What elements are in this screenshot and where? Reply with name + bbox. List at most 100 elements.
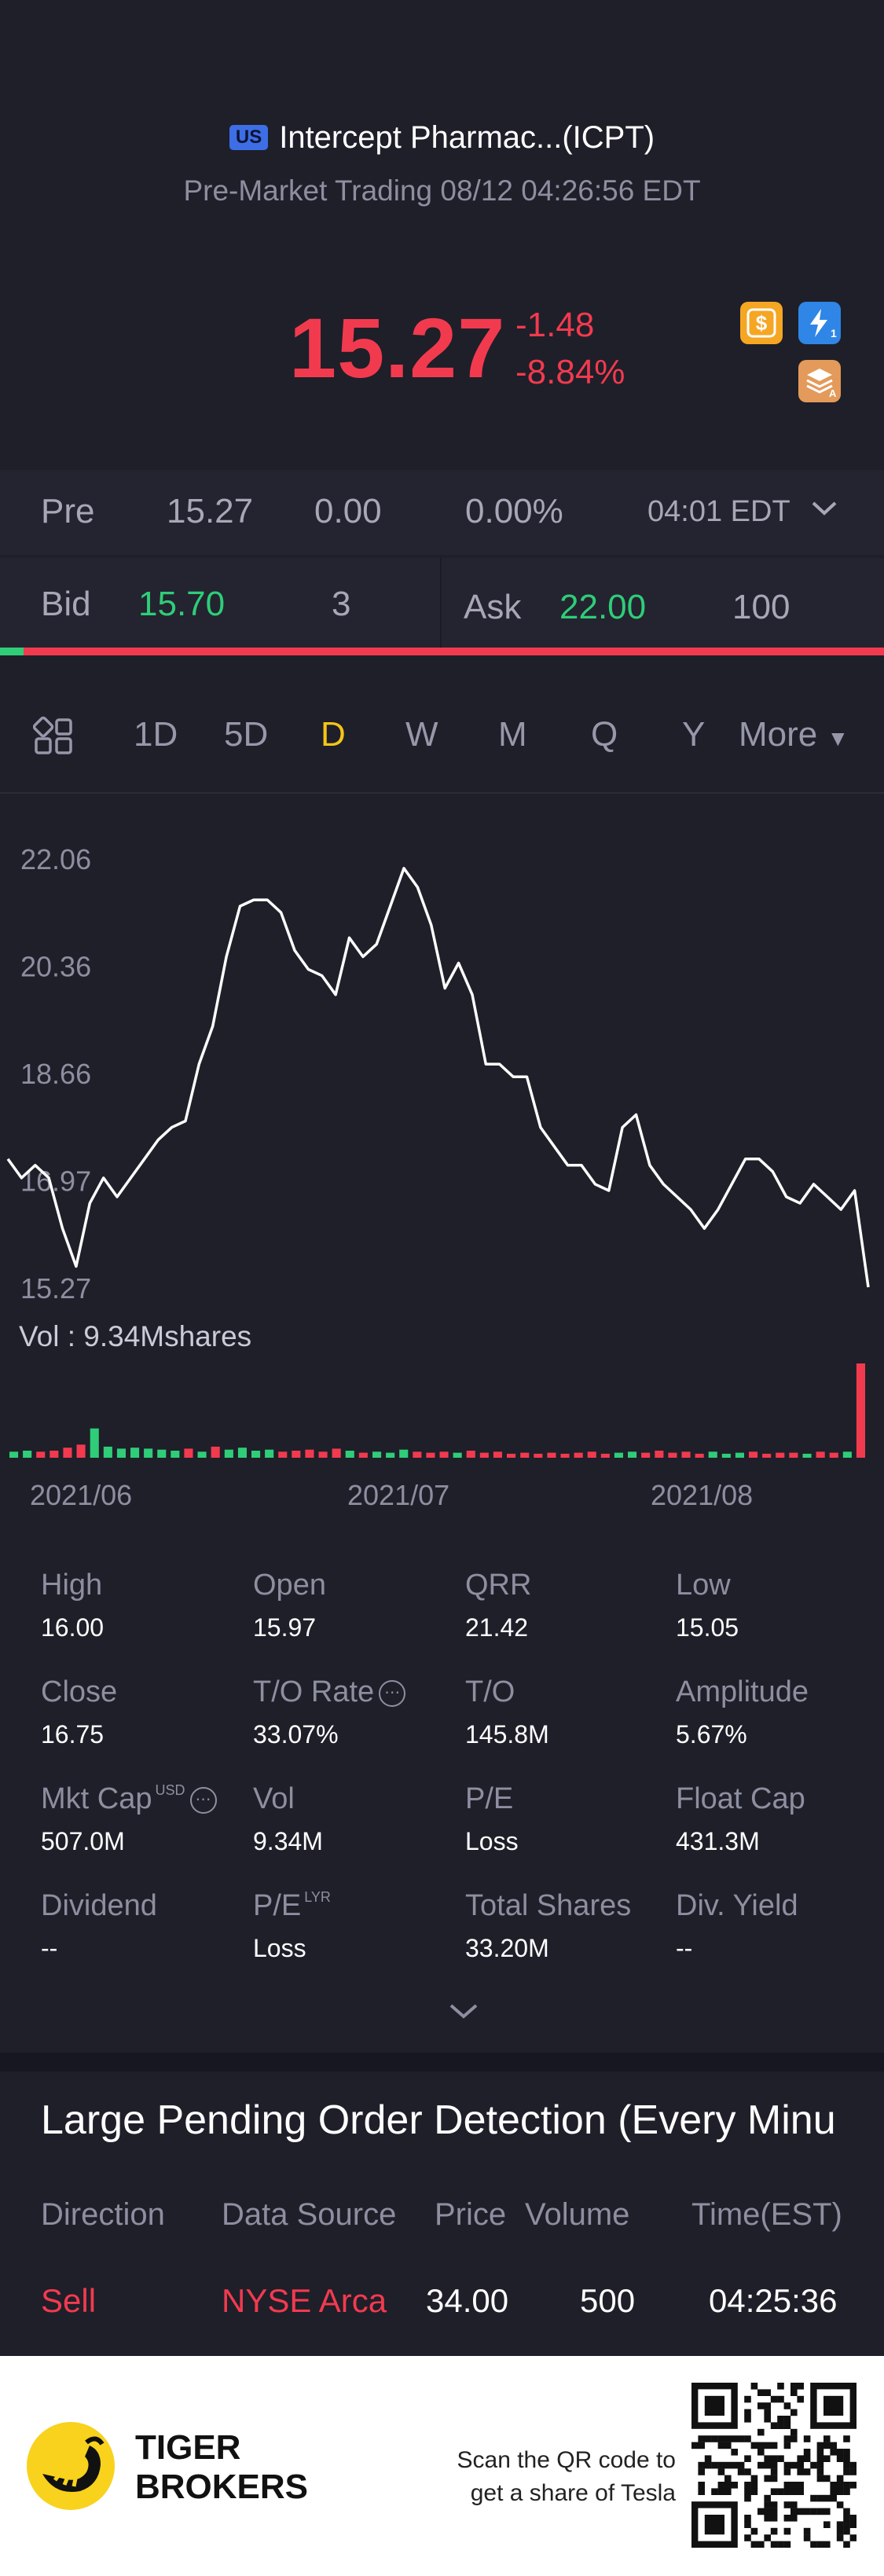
volume-bar xyxy=(50,1451,59,1458)
stat-value: 145.8M xyxy=(465,1720,549,1749)
promo-line-2: get a share of Tesla xyxy=(470,2480,676,2506)
volume-bar xyxy=(157,1449,167,1458)
y-tick-label: 16.97 xyxy=(20,1165,91,1198)
pre-change-pct: 0.00% xyxy=(465,492,563,530)
volume-bar xyxy=(762,1453,772,1458)
volume-bar xyxy=(103,1446,112,1458)
bid-size: 3 xyxy=(332,585,351,623)
stat-cell: QRR 21.42 xyxy=(465,1569,531,1642)
row-volume: 500 xyxy=(580,2282,636,2319)
stat-value: -- xyxy=(41,1934,58,1962)
volume-bar xyxy=(36,1451,46,1458)
volume-bar xyxy=(413,1451,422,1458)
expand-chevron-icon[interactable] xyxy=(448,2001,479,2023)
stat-value: Loss xyxy=(465,1827,519,1855)
volume-bar xyxy=(439,1451,449,1458)
volume-bar xyxy=(426,1452,435,1458)
stat-value: 16.75 xyxy=(41,1720,105,1749)
volume-bar xyxy=(856,1363,865,1458)
stat-cell: Low 15.05 xyxy=(676,1569,739,1642)
stat-label: Float Cap xyxy=(676,1782,805,1815)
lightning-icon[interactable]: 1 xyxy=(798,302,841,344)
tab-d[interactable]: D xyxy=(321,715,346,754)
volume-bar xyxy=(116,1448,126,1458)
promo-footer: TIGER BROKERS Scan the QR code to get a … xyxy=(0,2356,884,2576)
bid-ask-row: Bid 15.70 3 Ask 22.00 100 xyxy=(0,558,884,648)
bid-ask-divider xyxy=(440,558,442,648)
volume-bar xyxy=(574,1452,583,1458)
pre-time: 04:01 EDT xyxy=(647,495,790,528)
volume-bar xyxy=(292,1451,301,1458)
stat-label: Vol xyxy=(253,1782,295,1815)
tab-y[interactable]: Y xyxy=(682,715,706,754)
volume-bar xyxy=(534,1453,543,1458)
volume-bar xyxy=(130,1448,140,1458)
stats-grid: High 16.00 Open 15.97 QRR 21.42 Low 15.05 Close 1… xyxy=(0,1540,884,2051)
tab-1d[interactable]: 1D xyxy=(134,715,178,754)
stat-label: Dividend xyxy=(41,1889,157,1922)
price-chart[interactable]: 22.06 20.36 18.66 16.97 15.27 Vol : 9.34Msha… xyxy=(0,794,884,1532)
svg-text:1: 1 xyxy=(831,327,837,339)
volume-bar xyxy=(842,1451,852,1458)
stat-label: Open xyxy=(253,1569,326,1602)
stat-cell: Div. Yield -- xyxy=(676,1889,798,1963)
tab-q[interactable]: Q xyxy=(591,715,618,754)
stat-label: P/E xyxy=(465,1782,514,1815)
x-tick-label: 2021/08 xyxy=(651,1479,753,1511)
pre-market-row[interactable]: Pre 15.27 0.00 0.00% 04:01 EDT xyxy=(0,470,884,555)
info-icon[interactable]: ⋯ xyxy=(379,1679,406,1707)
tiger-logo-icon xyxy=(27,2422,115,2510)
ask-label: Ask xyxy=(464,588,522,626)
x-tick-label: 2021/07 xyxy=(347,1479,449,1511)
volume-bar xyxy=(520,1452,530,1458)
volume-bar xyxy=(600,1453,610,1458)
layers-icon[interactable]: A xyxy=(798,360,841,402)
volume-bar xyxy=(90,1428,99,1458)
stat-cell: Dividend -- xyxy=(41,1889,157,1963)
y-tick-label: 22.06 xyxy=(20,843,91,875)
pending-order-title: Large Pending Order Detection (Every Min… xyxy=(41,2097,836,2143)
dollar-icon[interactable]: $ xyxy=(740,302,783,344)
stat-label: Total Shares xyxy=(465,1889,632,1922)
tab-m[interactable]: M xyxy=(498,715,527,754)
volume-bar xyxy=(614,1452,623,1458)
volume-bar xyxy=(305,1449,314,1458)
stat-superscript: LYR xyxy=(304,1889,331,1905)
stat-label: QRR xyxy=(465,1569,532,1602)
col-data-source: Data Source xyxy=(222,2197,397,2232)
volume-bar xyxy=(211,1446,220,1458)
stat-cell: T/O Rate ⋯ 33.07% xyxy=(253,1675,406,1749)
volume-bar xyxy=(708,1451,717,1458)
volume-bar xyxy=(386,1452,395,1458)
volume-bar xyxy=(184,1448,193,1458)
svg-text:$: $ xyxy=(756,311,768,335)
tab-w[interactable]: W xyxy=(405,715,438,754)
volume-bar xyxy=(587,1451,596,1458)
col-volume: Volume xyxy=(525,2197,630,2232)
info-icon[interactable]: ⋯ xyxy=(189,1786,217,1814)
tab-more[interactable]: More ▼ xyxy=(739,715,849,754)
volume-bar xyxy=(776,1452,785,1458)
stat-value: Loss xyxy=(253,1934,306,1962)
stat-label: Low xyxy=(676,1569,731,1602)
row-time: 04:25:36 xyxy=(709,2282,838,2319)
quote-header xyxy=(0,0,884,464)
grid-layout-icon[interactable] xyxy=(33,715,75,758)
stat-label: High xyxy=(41,1569,103,1602)
stat-cell: P/E Loss xyxy=(465,1782,519,1856)
pre-change: 0.00 xyxy=(314,492,382,530)
stat-value: 507.0M xyxy=(41,1827,125,1855)
volume-bar xyxy=(560,1453,570,1458)
row-price: 34.00 xyxy=(426,2282,509,2319)
tab-5d[interactable]: 5D xyxy=(224,715,269,754)
qr-code[interactable] xyxy=(691,2383,856,2548)
bid-ask-ratio-bar xyxy=(0,648,884,655)
volume-bar xyxy=(493,1451,502,1458)
ask-size: 100 xyxy=(732,588,790,626)
stat-cell: Mkt Cap USD⋯ 507.0M xyxy=(41,1782,217,1856)
col-price: Price xyxy=(435,2197,507,2232)
volume-bar xyxy=(479,1452,489,1458)
stat-cell: Open 15.97 xyxy=(253,1569,326,1642)
chevron-down-icon[interactable] xyxy=(811,500,838,517)
chart-period-tabs xyxy=(0,692,884,794)
